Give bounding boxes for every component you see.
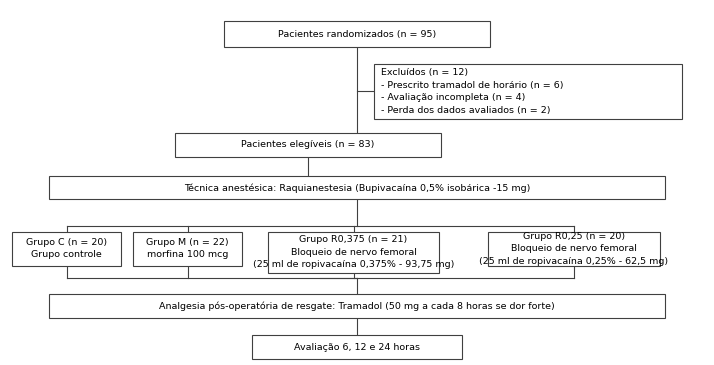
FancyBboxPatch shape [488,232,660,266]
FancyBboxPatch shape [252,335,462,359]
Text: Grupo R0,25 (n = 20)
Bloqueio de nervo femoral
(25 ml de ropivacaína 0,25% - 62,: Grupo R0,25 (n = 20) Bloqueio de nervo f… [479,232,668,266]
FancyBboxPatch shape [374,64,683,119]
Text: Avaliação 6, 12 e 24 horas: Avaliação 6, 12 e 24 horas [294,342,420,351]
FancyBboxPatch shape [12,232,121,266]
Text: Técnica anestésica: Raquianestesia (Bupivacaína 0,5% isobárica -15 mg): Técnica anestésica: Raquianestesia (Bupi… [183,183,531,193]
FancyBboxPatch shape [49,176,665,200]
Text: Grupo M (n = 22)
morfina 100 mcg: Grupo M (n = 22) morfina 100 mcg [146,238,229,260]
FancyBboxPatch shape [224,21,490,47]
Text: Analgesia pós-operatória de resgate: Tramadol (50 mg a cada 8 horas se dor forte: Analgesia pós-operatória de resgate: Tra… [159,301,555,311]
FancyBboxPatch shape [134,232,242,266]
Text: Pacientes elegíveis (n = 83): Pacientes elegíveis (n = 83) [241,141,375,149]
FancyBboxPatch shape [268,232,439,273]
Text: Grupo C (n = 20)
Grupo controle: Grupo C (n = 20) Grupo controle [26,238,107,260]
Text: Pacientes randomizados (n = 95): Pacientes randomizados (n = 95) [278,30,436,39]
Text: Excluídos (n = 12)
- Prescrito tramadol de horário (n = 6)
- Avaliação incomplet: Excluídos (n = 12) - Prescrito tramadol … [381,68,564,115]
Text: Grupo R0,375 (n = 21)
Bloqueio de nervo femoral
(25 ml de ropivacaína 0,375% - 9: Grupo R0,375 (n = 21) Bloqueio de nervo … [253,235,454,269]
FancyBboxPatch shape [49,294,665,318]
FancyBboxPatch shape [175,133,441,157]
